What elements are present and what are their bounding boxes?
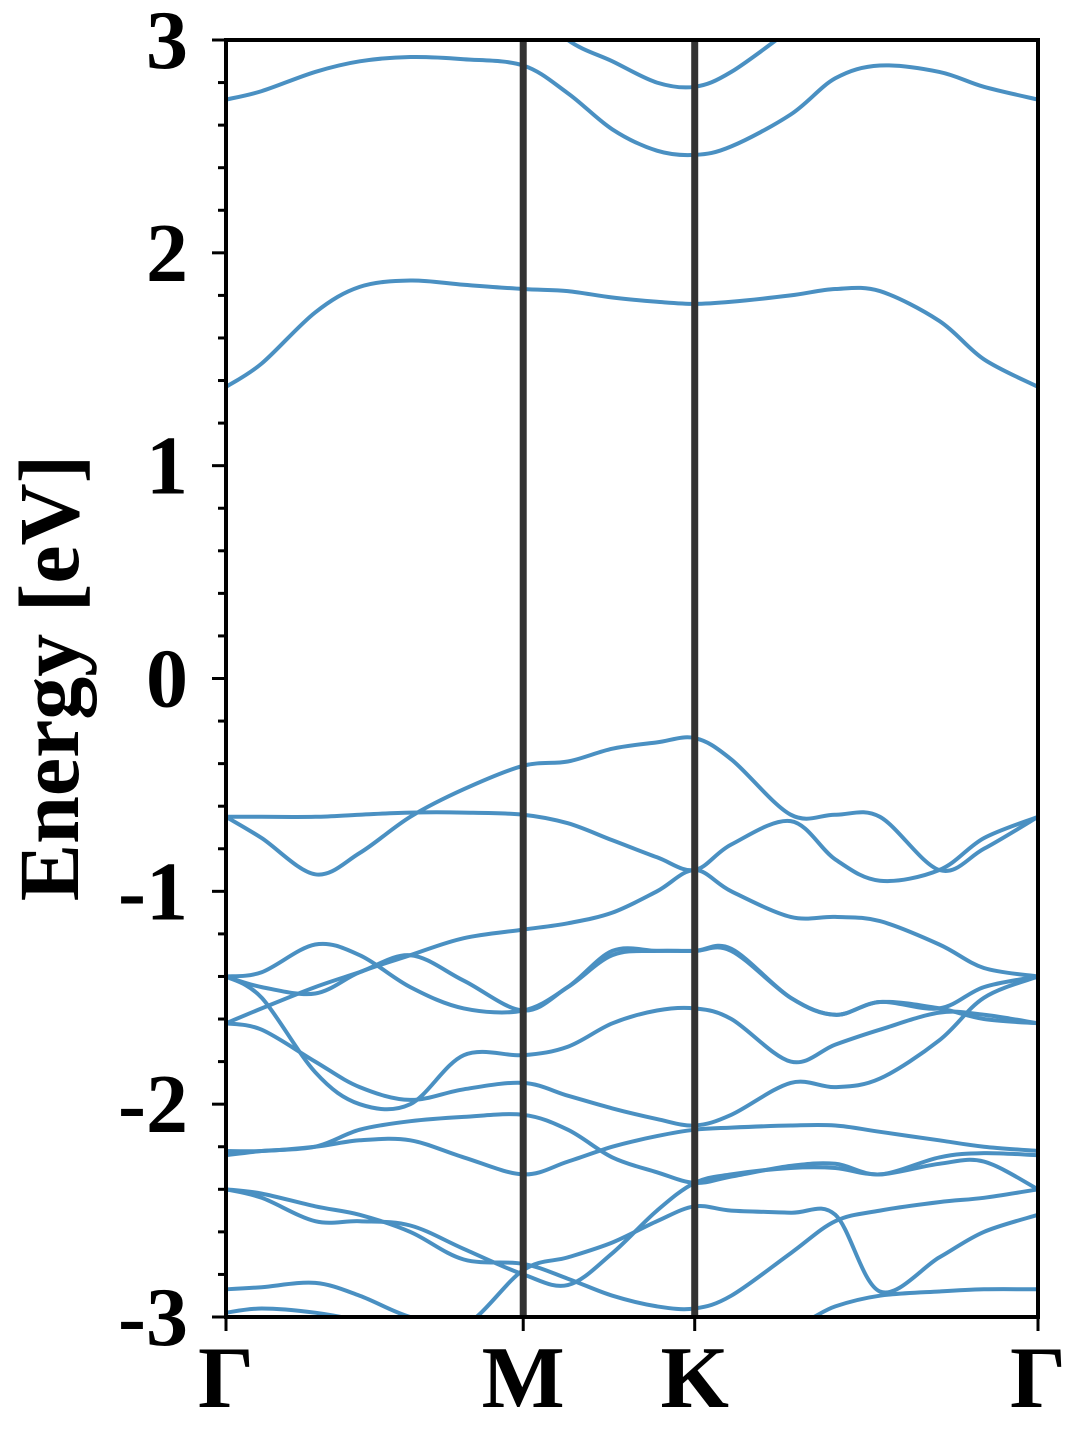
band-line-8 [226,974,1038,1112]
band-line-5 [226,1122,1038,1177]
band-line-10 [226,941,1038,1017]
y-tick-label: 2 [146,207,188,300]
band-line-14 [226,278,1038,389]
y-tick-label: 3 [146,0,188,87]
band-line-16 [564,40,780,90]
band-line-1 [226,1287,1038,1317]
band-line-12 [226,810,1038,884]
band-line-4 [226,1157,1038,1288]
y-tick-label: -3 [118,1271,188,1364]
band-line-7 [226,974,1038,1128]
y-tick-label: 0 [146,633,188,726]
band-line-15 [226,54,1038,158]
y-tick-label: 1 [146,420,188,513]
band-line-6 [226,1112,1038,1185]
band-line-9 [226,943,1038,1026]
x-tick-label-3: K [660,1330,728,1427]
band-line-13 [226,868,1038,997]
x-tick-label-1: Γ [198,1330,254,1427]
kpoint-lines [519,40,699,1317]
y-tick-label: -1 [118,845,188,938]
bands [226,40,1038,1317]
y-ticks: 3 2 1 0 -1 -2 -3 [118,0,226,1364]
band-line-11 [226,735,1038,877]
band-line-2 [226,1203,1038,1317]
y-axis-label: Energy [eV] [1,455,97,902]
x-tick-label-4: Γ [1010,1330,1066,1427]
y-tick-label: -2 [118,1058,188,1151]
band-line-3 [226,1187,1038,1312]
x-tick-label-2: M [482,1330,565,1427]
plot-frame [224,38,1040,1319]
